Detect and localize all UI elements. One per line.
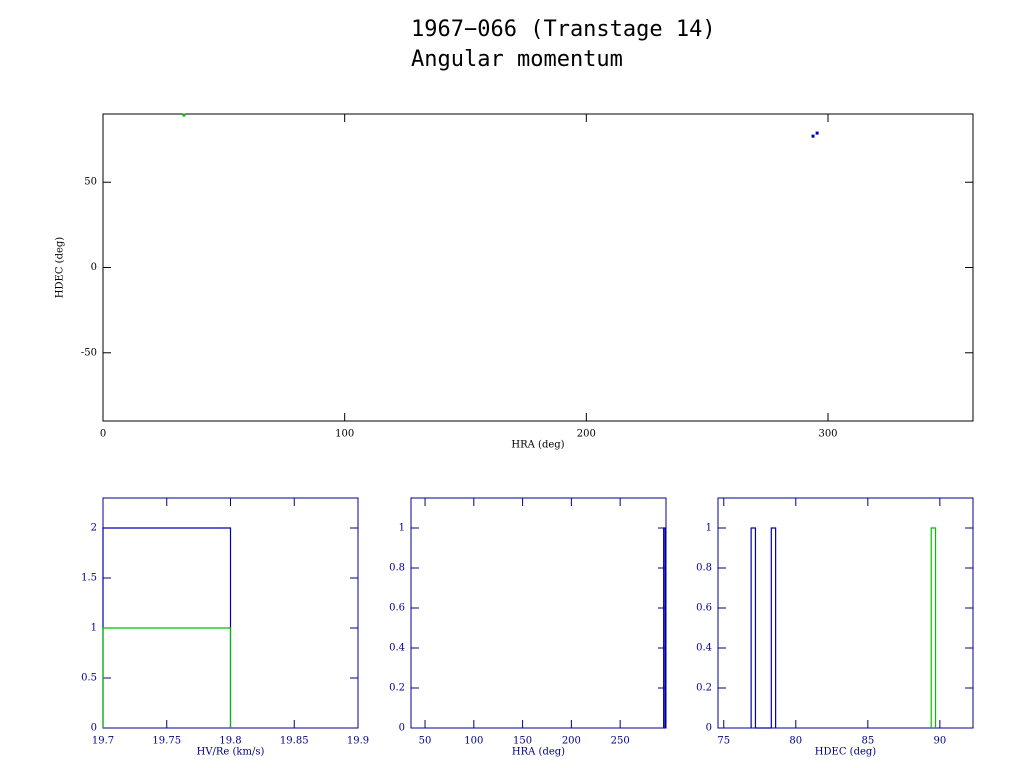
y-tick-label: 50 — [84, 177, 97, 188]
x-tick-label: 19.85 — [280, 736, 309, 747]
y-tick-label: 1 — [399, 523, 405, 534]
y-tick-label: 0 — [399, 723, 405, 734]
point — [811, 134, 815, 138]
x-tick-label: 150 — [513, 736, 532, 747]
x-axis-label: HV/Re (km/s) — [197, 747, 265, 758]
x-tick-label: 85 — [861, 736, 874, 747]
y-tick-label: 0.2 — [389, 683, 405, 694]
y-tick-label: 0.8 — [389, 563, 405, 574]
x-tick-label: 0 — [100, 429, 106, 440]
y-tick-label: 2 — [91, 523, 97, 534]
y-tick-label: 0.6 — [389, 603, 405, 614]
histogram-bar — [750, 527, 757, 728]
chart-title: 1967−066 (Transtage 14) — [411, 17, 716, 42]
plot-frame — [102, 113, 974, 422]
point — [182, 113, 186, 117]
y-tick-label: 1.5 — [81, 573, 97, 584]
x-tick-label: 100 — [335, 429, 354, 440]
y-tick-label: 0.8 — [696, 563, 712, 574]
plot-frame — [410, 497, 667, 729]
y-tick-label: 0.4 — [389, 643, 405, 654]
x-tick-label: 50 — [419, 736, 432, 747]
y-tick-label: 0 — [91, 262, 97, 273]
y-axis-label: HDEC (deg) — [55, 237, 66, 298]
y-tick-label: 0.2 — [696, 683, 712, 694]
x-tick-label: 300 — [818, 429, 837, 440]
y-tick-label: 0 — [91, 723, 97, 734]
y-tick-label: 0.6 — [696, 603, 712, 614]
x-tick-label: 200 — [562, 736, 581, 747]
y-tick-label: 0.4 — [696, 643, 712, 654]
y-tick-label: 1 — [706, 523, 712, 534]
x-tick-label: 90 — [933, 736, 946, 747]
x-tick-label: 200 — [577, 429, 596, 440]
x-tick-label: 80 — [789, 736, 802, 747]
x-tick-label: 19.9 — [347, 736, 369, 747]
point — [815, 131, 819, 135]
x-tick-label: 250 — [611, 736, 630, 747]
y-tick-label: 1 — [91, 623, 97, 634]
y-tick-label: 0.5 — [81, 673, 97, 684]
x-tick-label: 100 — [464, 736, 483, 747]
histogram-bar — [930, 527, 937, 728]
plot-frame — [717, 497, 974, 729]
x-axis-label: HDEC (deg) — [815, 747, 876, 758]
x-tick-label: 75 — [717, 736, 730, 747]
chart-subtitle: Angular momentum — [411, 47, 623, 72]
x-axis-label: HRA (deg) — [512, 747, 565, 758]
histogram-bar — [663, 527, 666, 728]
x-tick-label: 19.8 — [219, 736, 241, 747]
x-tick-label: 19.7 — [92, 736, 114, 747]
y-tick-label: 0 — [706, 723, 712, 734]
x-axis-label: HRA (deg) — [511, 440, 564, 451]
histogram-bar — [770, 527, 777, 728]
histogram-bar — [102, 627, 232, 728]
y-tick-label: -50 — [81, 347, 97, 358]
x-tick-label: 19.75 — [152, 736, 181, 747]
